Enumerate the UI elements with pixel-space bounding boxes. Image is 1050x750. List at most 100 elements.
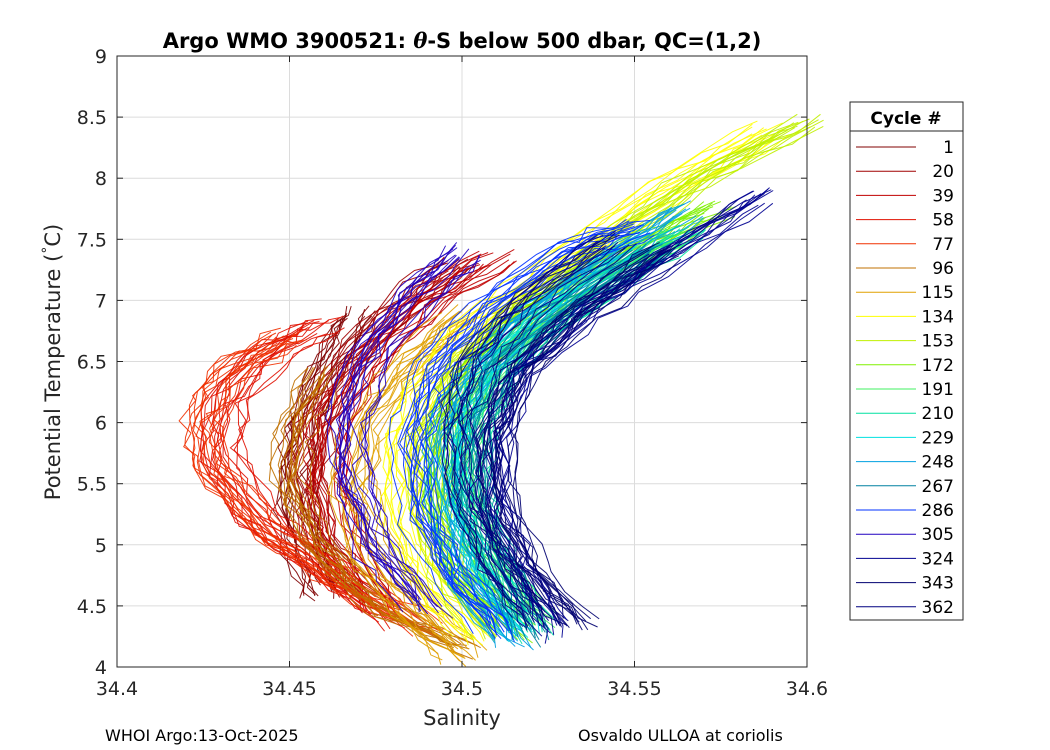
legend-label: 191 xyxy=(922,380,954,400)
profile-line xyxy=(289,382,473,660)
profile-line xyxy=(338,248,454,605)
y-tick-label: 9 xyxy=(95,46,107,68)
profile-line xyxy=(469,244,630,627)
profile-line xyxy=(178,331,409,622)
profile-line xyxy=(495,244,672,622)
profile-line xyxy=(393,128,767,639)
footer-operator: Osvaldo ULLOA at coriolis xyxy=(578,726,783,745)
profile-line xyxy=(407,136,780,642)
profile-line xyxy=(441,240,598,618)
legend-label: 115 xyxy=(922,283,954,303)
y-tick-label: 6 xyxy=(95,413,107,435)
legend-label: 324 xyxy=(922,549,954,569)
y-tick-label: 5 xyxy=(95,535,107,557)
x-tick-label: 34.4 xyxy=(96,678,138,700)
x-axis-label: Salinity xyxy=(423,706,501,730)
profile-line xyxy=(285,378,458,655)
profile-line xyxy=(304,253,482,602)
series-305 xyxy=(325,242,481,619)
profile-line xyxy=(199,343,428,634)
profile-line xyxy=(326,259,444,613)
profile-line xyxy=(211,320,390,611)
profile-line xyxy=(213,329,443,624)
profile-line xyxy=(459,232,616,614)
profile-line xyxy=(480,253,650,626)
legend-entries: 1 20 39 58 77 96 115 134 153 172 191 210 229 248 267 28… xyxy=(856,138,954,618)
profile-line xyxy=(352,318,471,658)
legend-title: Cycle # xyxy=(870,109,941,129)
profile-line xyxy=(388,228,615,635)
title-theta: θ xyxy=(413,28,427,53)
y-tick-label: 8.5 xyxy=(77,107,107,129)
profile-line xyxy=(211,339,444,630)
profile-line xyxy=(191,332,417,632)
profile-line xyxy=(233,315,406,608)
y-tick-label: 4.5 xyxy=(77,596,107,618)
profile-line xyxy=(390,134,763,641)
profile-line xyxy=(464,243,647,626)
profile-line xyxy=(290,365,462,645)
profile-line xyxy=(269,367,442,640)
profile-line xyxy=(332,320,448,661)
y-axis-label: Potential Temperature (°C) xyxy=(40,224,65,500)
profile-line xyxy=(478,244,663,627)
legend-label: 1 xyxy=(943,138,954,158)
profile-line xyxy=(355,304,469,650)
legend-label: 286 xyxy=(922,501,954,521)
series-343 xyxy=(475,242,682,631)
profile-line xyxy=(402,220,630,628)
y-label-before: Potential Temperature ( xyxy=(41,254,65,501)
legend-label: 77 xyxy=(932,235,954,255)
x-tick-label: 34.55 xyxy=(607,678,661,700)
profile-line xyxy=(335,259,510,614)
profile-line xyxy=(268,367,450,646)
profile-line xyxy=(360,254,480,608)
y-label-degree: ° xyxy=(40,247,56,254)
legend-label: 343 xyxy=(922,574,954,594)
y-tick-label: 7.5 xyxy=(77,229,107,251)
profile-line xyxy=(507,243,682,620)
y-tick-label: 4 xyxy=(95,657,107,679)
profile-line xyxy=(399,232,631,639)
series-362 xyxy=(440,230,637,631)
chart-title: Argo WMO 3900521: θ-S below 500 dbar, QC… xyxy=(163,28,762,53)
profile-line xyxy=(349,320,467,667)
profile-line xyxy=(193,327,421,625)
legend-label: 134 xyxy=(922,307,954,327)
profile-line xyxy=(229,317,404,613)
y-tick-label: 6.5 xyxy=(77,352,107,374)
profile-line xyxy=(325,245,447,602)
profile-line xyxy=(405,223,634,625)
legend-label: 96 xyxy=(932,259,954,279)
legend-label: 229 xyxy=(922,428,954,448)
profile-line xyxy=(339,254,457,615)
profile-line xyxy=(419,232,651,634)
legend-label: 172 xyxy=(922,356,954,376)
profile-line xyxy=(336,254,456,610)
legend-label: 362 xyxy=(922,598,954,618)
y-tick-label: 8 xyxy=(95,168,107,190)
legend-label: 267 xyxy=(922,477,954,497)
profile-line xyxy=(360,256,481,614)
title-suffix: -S below 500 dbar, QC=(1,2) xyxy=(427,29,761,53)
legend-label: 248 xyxy=(922,453,954,473)
x-tick-label: 34.6 xyxy=(786,678,828,700)
profile-line xyxy=(413,224,642,633)
title-prefix: Argo WMO 3900521: xyxy=(163,29,414,53)
profile-line xyxy=(476,243,637,627)
legend-label: 210 xyxy=(922,404,954,424)
profile-line xyxy=(364,259,481,619)
footer-source: WHOI Argo:13-Oct-2025 xyxy=(105,726,299,745)
profile-line xyxy=(423,220,651,624)
series-77 xyxy=(178,327,444,640)
x-tick-label: 34.5 xyxy=(441,678,483,700)
profile-line xyxy=(449,245,607,627)
profile-line xyxy=(391,127,765,637)
legend-label: 58 xyxy=(932,211,954,231)
legend-box xyxy=(849,101,964,621)
profile-line xyxy=(367,304,488,651)
profile-line xyxy=(338,319,461,662)
profile-line xyxy=(302,250,480,604)
profile-line xyxy=(304,377,481,649)
profile-line xyxy=(492,247,665,623)
